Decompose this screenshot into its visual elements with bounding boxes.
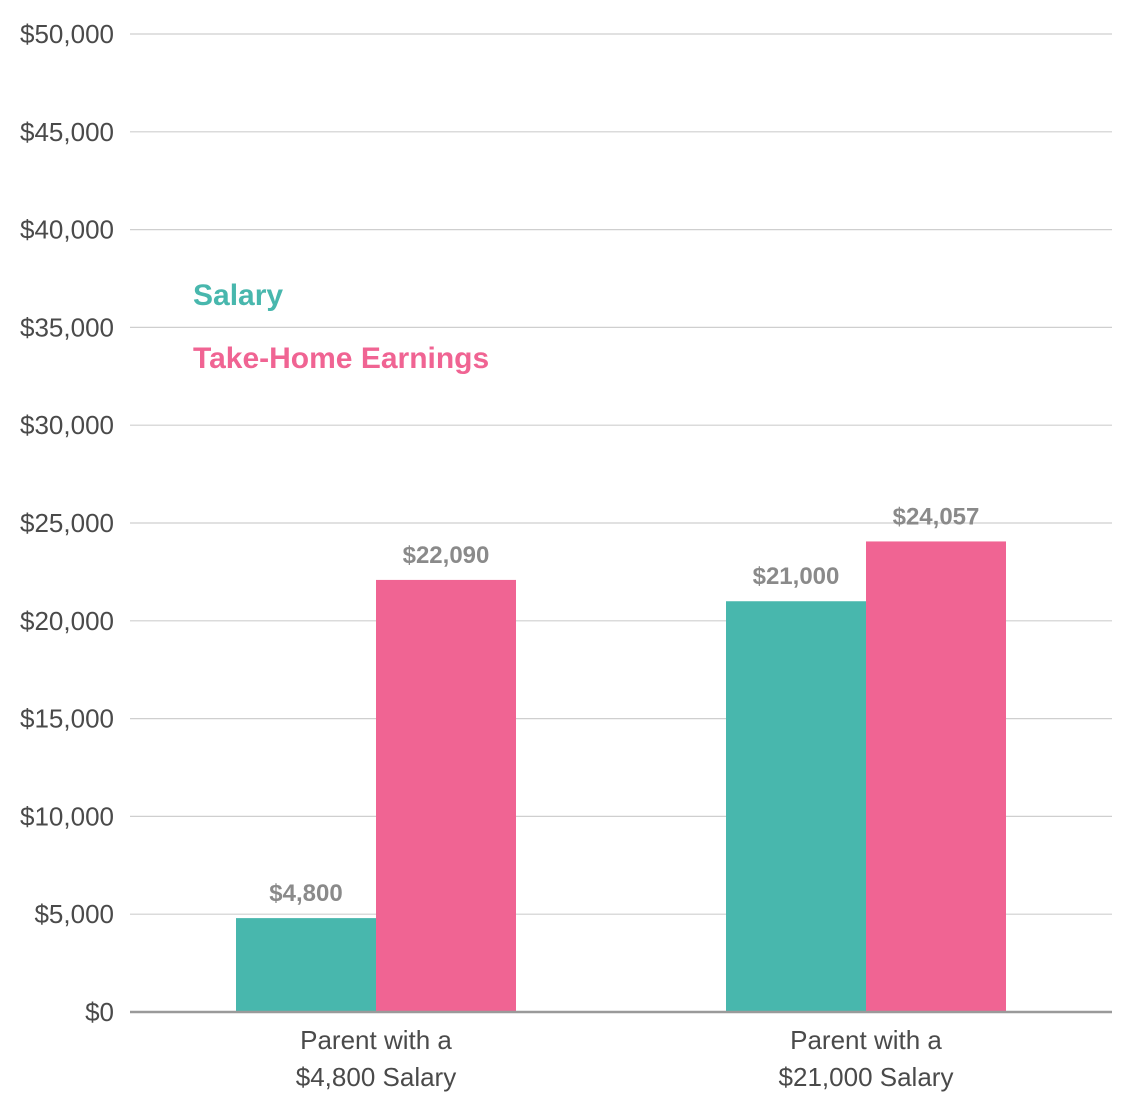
data-label: $24,057: [893, 503, 980, 530]
x-category-label: Parent with a: [790, 1025, 942, 1055]
x-category-label: $4,800 Salary: [296, 1062, 456, 1092]
y-axis-tick-labels: $0 $5,000 $10,000 $15,000 $20,000 $25,000 $30,…: [20, 19, 114, 1027]
data-label: $21,000: [753, 563, 840, 590]
y-tick-label: $15,000: [20, 704, 114, 734]
data-labels: $4,800 $22,090 $21,000 $24,057: [269, 503, 979, 907]
bar-take-home-0: [376, 579, 516, 1012]
y-tick-label: $20,000: [20, 606, 114, 636]
x-category-label: $21,000 Salary: [779, 1062, 954, 1092]
legend: Salary Take-Home Earnings: [193, 279, 489, 375]
y-tick-label: $45,000: [20, 117, 114, 147]
legend-item-salary: Salary: [193, 279, 283, 312]
bars: [236, 541, 1006, 1012]
bar-take-home-1: [866, 541, 1006, 1012]
y-tick-label: $25,000: [20, 508, 114, 538]
x-axis-category-labels: Parent with a $4,800 Salary Parent with a $…: [296, 1025, 954, 1092]
y-tick-label: $40,000: [20, 215, 114, 245]
legend-item-take-home-earnings: Take-Home Earnings: [193, 342, 489, 375]
y-tick-label: $0: [85, 997, 114, 1027]
gridlines: [130, 33, 1112, 915]
data-label: $4,800: [269, 880, 342, 907]
bar-salary-0: [236, 918, 376, 1012]
x-category-label: Parent with a: [300, 1025, 452, 1055]
y-tick-label: $50,000: [20, 19, 114, 49]
bar-salary-1: [726, 601, 866, 1012]
data-label: $22,090: [403, 542, 490, 569]
y-tick-label: $35,000: [20, 312, 114, 342]
y-tick-label: $5,000: [34, 899, 114, 929]
y-tick-label: $10,000: [20, 801, 114, 831]
y-tick-label: $30,000: [20, 410, 114, 440]
